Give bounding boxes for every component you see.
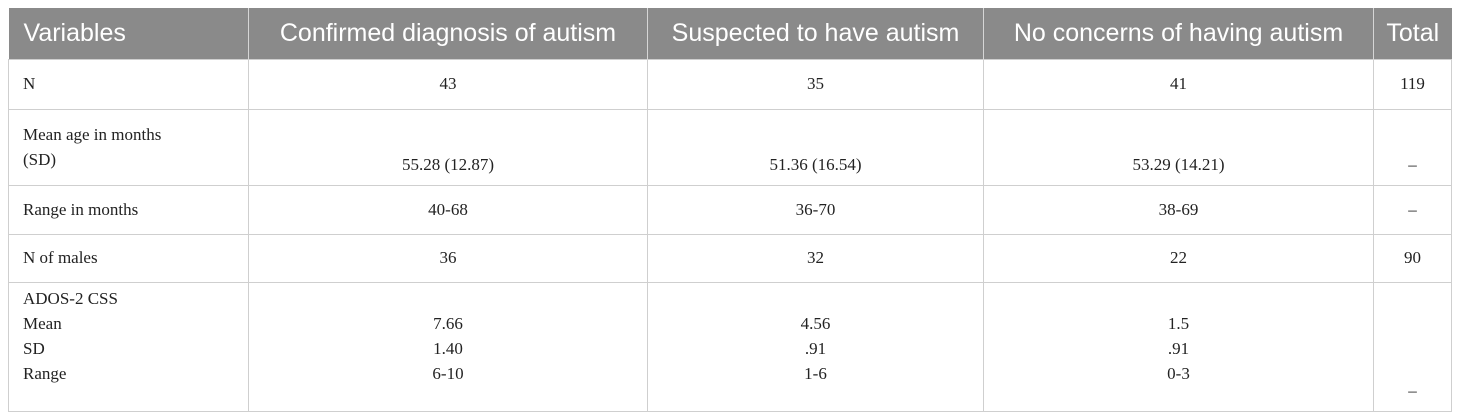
header-row: Variables Confirmed diagnosis of autism … [8,8,1452,59]
row-label: ADOS-2 CSS Mean SD Range [8,281,249,412]
row-label-line: SD [23,338,45,358]
cell-no-concerns: 38-69 [983,184,1374,235]
row-label: N [8,58,249,110]
table-row-males: N of males 36 32 22 90 [8,233,1452,283]
cell-suspected: 4.56 .91 1-6 [647,281,984,412]
row-label-line: Mean age in months [23,125,162,144]
demographics-table: Variables Confirmed diagnosis of autism … [8,8,1452,412]
cell-value: 1.5 [1167,313,1190,333]
cell-no-concerns: 22 [983,233,1374,283]
cell-suspected: 35 [647,58,984,110]
table-header: Variables Confirmed diagnosis of autism … [8,8,1452,59]
header-variables: Variables [23,18,126,47]
cell-value: 0-3 [1167,363,1190,383]
cell-confirmed: 40-68 [248,184,648,235]
cell-value: 6-10 [432,363,464,383]
cell-total: 90 [1373,233,1452,283]
table-row-mean-age: Mean age in months (SD) 55.28 (12.87) 51… [8,108,1452,186]
row-label-line: Range [23,363,67,383]
cell-value: 1.40 [433,338,463,358]
cell-no-concerns: 53.29 (14.21) [983,108,1374,186]
cell-total: – [1373,184,1452,235]
header-confirmed: Confirmed diagnosis of autism [248,8,648,59]
row-label: Mean age in months (SD) [8,108,249,186]
cell-confirmed: 55.28 (12.87) [248,108,648,186]
table-body: N 43 35 41 119 Mean age in months (SD) 5… [8,58,1452,412]
row-label: Range in months [8,184,249,235]
cell-value: 7.66 [433,313,463,333]
cell-confirmed: 43 [248,58,648,110]
row-label-line: (SD) [23,150,57,169]
cell-total: 119 [1373,58,1452,110]
table-row-ados: ADOS-2 CSS Mean SD Range 7.66 1.40 6-10 … [8,281,1452,412]
cell-value: .91 [1167,338,1190,358]
header-total: Total [1373,8,1452,59]
table-row-n: N 43 35 41 119 [8,58,1452,110]
table-row-range: Range in months 40-68 36-70 38-69 – [8,184,1452,235]
cell-confirmed: 7.66 1.40 6-10 [248,281,648,412]
row-label-line: ADOS-2 CSS [23,288,118,308]
cell-value: 4.56 [800,313,831,333]
header-no-concerns: No concerns of having autism [983,8,1374,59]
cell-suspected: 51.36 (16.54) [647,108,984,186]
cell-total: – [1373,108,1452,186]
row-label: N of males [8,233,249,283]
cell-total: – [1373,281,1452,412]
cell-no-concerns: 1.5 .91 0-3 [983,281,1374,412]
cell-confirmed: 36 [248,233,648,283]
cell-value: 1-6 [804,363,827,383]
cell-no-concerns: 41 [983,58,1374,110]
cell-value: .91 [804,338,827,358]
cell-suspected: 36-70 [647,184,984,235]
header-suspected: Suspected to have autism [647,8,984,59]
row-label-line: Mean [23,313,62,333]
cell-suspected: 32 [647,233,984,283]
